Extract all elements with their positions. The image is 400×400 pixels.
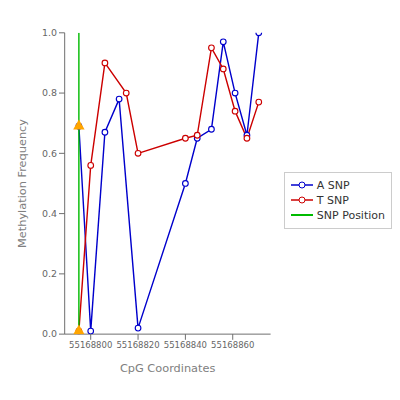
svg-text:0.6: 0.6 bbox=[42, 148, 57, 159]
html-text:A SNP: A SNP bbox=[316, 178, 350, 192]
svg-text:55168840: 55168840 bbox=[164, 340, 207, 350]
html-text:T SNP: T SNP bbox=[316, 193, 349, 207]
svg-text:Methylation Frequency: Methylation Frequency bbox=[15, 119, 29, 248]
svg-text:55168860: 55168860 bbox=[211, 340, 254, 350]
svg-text:CpG Coordinates: CpG Coordinates bbox=[120, 361, 216, 375]
svg-text:0.8: 0.8 bbox=[42, 87, 57, 98]
svg-text:0.2: 0.2 bbox=[42, 268, 57, 279]
svg-text:1.0: 1.0 bbox=[42, 27, 57, 38]
svg-text:55168820: 55168820 bbox=[116, 340, 159, 350]
svg-text:55168800: 55168800 bbox=[69, 340, 112, 350]
svg-text:0.4: 0.4 bbox=[42, 208, 57, 219]
svg-text:0.0: 0.0 bbox=[42, 328, 57, 339]
html-text:SNP Position: SNP Position bbox=[316, 208, 385, 222]
